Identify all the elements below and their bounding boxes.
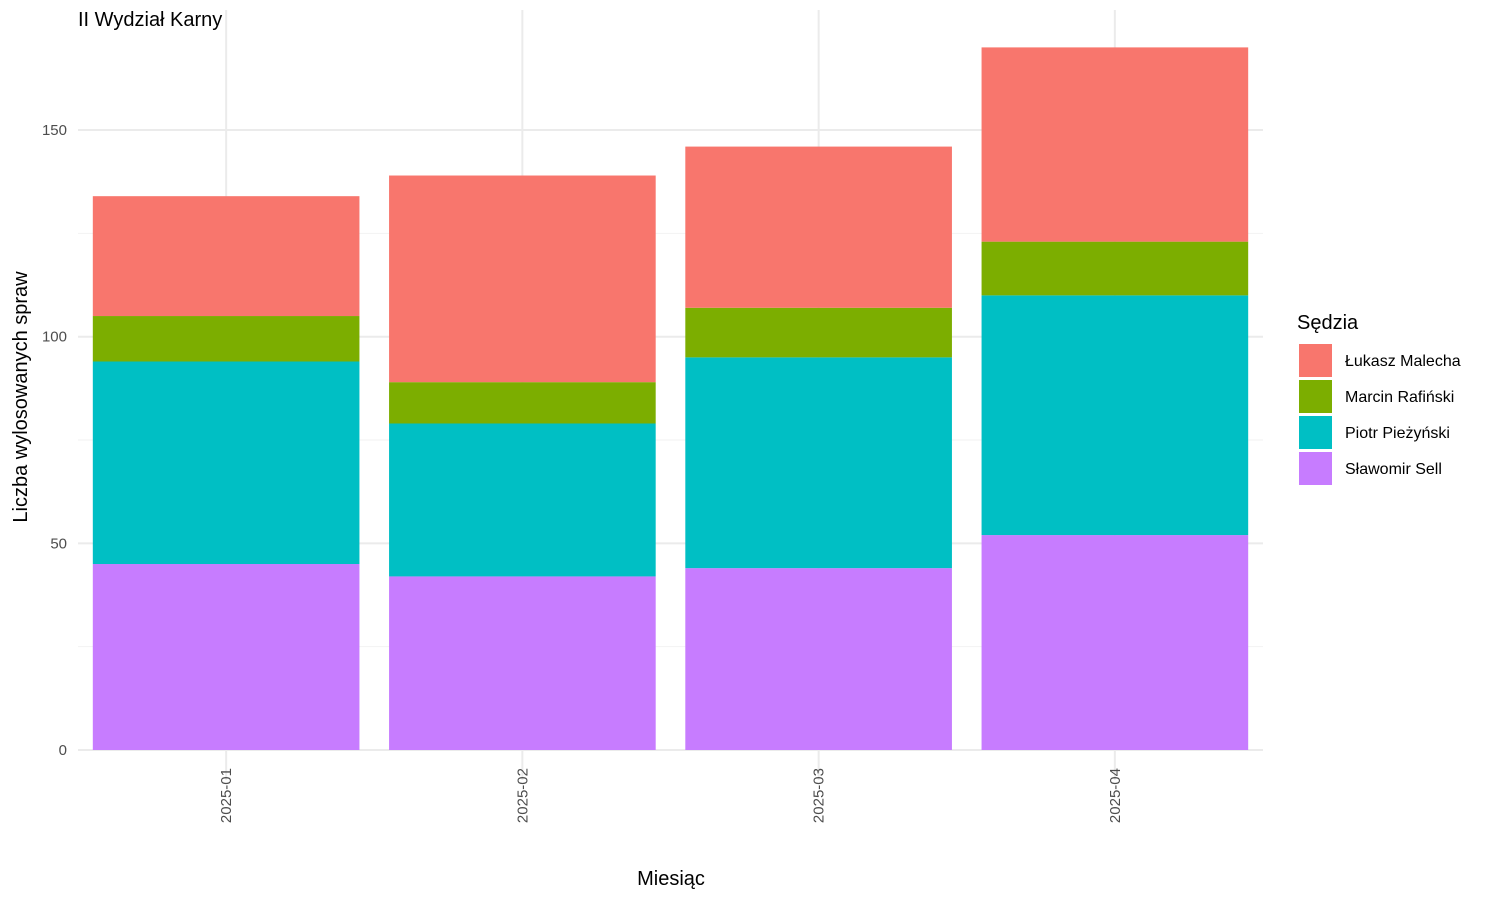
bar-segment — [92, 361, 360, 565]
bar-segment — [981, 295, 1249, 536]
x-tick-label: 2025-02 — [514, 768, 531, 823]
legend-label: Marcin Rafiński — [1345, 389, 1454, 406]
bar-segment — [389, 382, 656, 424]
legend-label: Łukasz Malecha — [1345, 353, 1461, 370]
x-axis-title: Miesiąc — [637, 868, 705, 890]
x-tick-label: 2025-03 — [811, 768, 828, 823]
legend-swatch — [1299, 344, 1332, 377]
legend-label: Piotr Pieżyński — [1345, 425, 1450, 442]
x-axis-ticks: 2025-01 2025-02 2025-03 2025-04 — [218, 768, 1124, 823]
legend-swatch — [1299, 380, 1332, 413]
bar-segment — [92, 196, 360, 317]
bars — [92, 47, 1249, 750]
bar-segment — [981, 241, 1249, 296]
bar-segment — [389, 576, 656, 750]
bar-segment — [92, 316, 360, 362]
legend-title: Sędzia — [1297, 312, 1359, 334]
legend-swatch — [1299, 452, 1332, 485]
bar-segment — [685, 357, 952, 569]
bar-segment — [92, 564, 360, 750]
y-tick-label: 0 — [59, 742, 67, 759]
y-tick-label: 50 — [50, 535, 67, 552]
y-tick-label: 100 — [42, 329, 67, 346]
bar-segment — [981, 535, 1249, 750]
chart-title: II Wydział Karny — [78, 9, 222, 31]
y-tick-label: 150 — [42, 122, 67, 139]
bar-segment — [685, 146, 952, 308]
x-tick-label: 2025-04 — [1107, 768, 1124, 823]
y-axis-ticks: 0 50 100 150 — [42, 122, 67, 759]
legend: Sędzia Łukasz Malecha Marcin Rafiński Piot… — [1297, 312, 1461, 485]
bar-segment — [389, 175, 656, 383]
y-axis-title: Liczba wylosowanych spraw — [10, 271, 32, 523]
legend-label: Sławomir Sell — [1345, 461, 1442, 478]
legend-swatch — [1299, 416, 1332, 449]
bar-segment — [981, 47, 1249, 242]
bar-segment — [389, 423, 656, 577]
x-tick-label: 2025-01 — [218, 768, 235, 823]
bar-segment — [685, 568, 952, 750]
bar-segment — [685, 307, 952, 358]
